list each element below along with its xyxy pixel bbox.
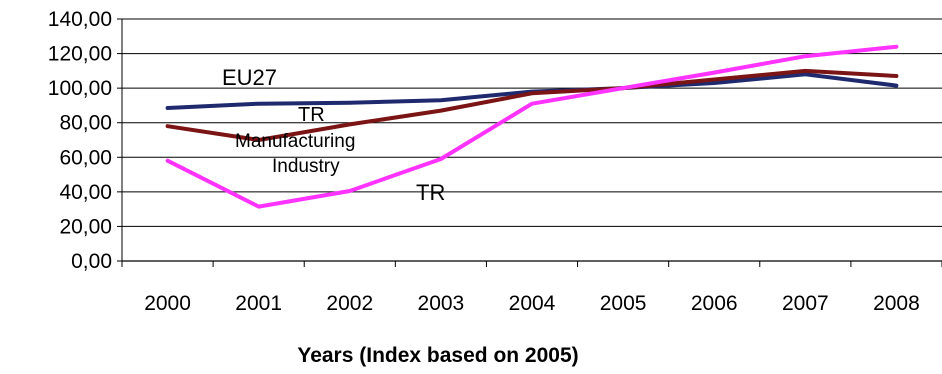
annotation-tr-manufacturing-line3: Industry	[272, 156, 340, 177]
x-tick-label: 2008	[873, 292, 920, 315]
y-tick-label: 140,00	[48, 8, 112, 31]
y-tick-label: 60,00	[59, 146, 112, 169]
annotation-eu27: EU27	[222, 65, 277, 90]
x-tick-label: 2005	[600, 292, 647, 315]
axes	[117, 18, 942, 267]
x-tick-label: 2007	[782, 292, 829, 315]
y-tick-label: 120,00	[48, 43, 112, 66]
x-tick-label: 2003	[418, 292, 465, 315]
y-tick-label: 0,00	[71, 250, 112, 273]
x-tick-label: 2001	[235, 292, 282, 315]
series-lines	[165, 44, 899, 209]
y-tick-label: 20,00	[59, 215, 112, 238]
x-axis-title: Years (Index based on 2005)	[297, 344, 578, 367]
annotation-tr-manufacturing-line2: Manufacturing	[235, 131, 355, 152]
grid-lines	[122, 18, 942, 227]
x-tick-label: 2000	[144, 292, 191, 315]
y-tick-label: 100,00	[48, 77, 112, 100]
series-line-tr-manufacturing-industry	[165, 68, 899, 142]
series-line-tr	[165, 44, 899, 209]
x-tick-label: 2002	[326, 292, 373, 315]
annotation-tr-manufacturing-line1: TR	[298, 104, 325, 126]
y-tick-label: 40,00	[59, 181, 112, 204]
tick-labels: 0,00 20,00 40,00 60,00 80,00 100,00 120,00 140,…	[48, 8, 920, 315]
annotations: EU27 TR Manufacturing Industry TR	[222, 65, 445, 205]
x-tick-label: 2004	[509, 292, 556, 315]
x-tick-label: 2006	[691, 292, 738, 315]
y-tick-label: 80,00	[59, 112, 112, 135]
annotation-tr: TR	[416, 180, 445, 205]
